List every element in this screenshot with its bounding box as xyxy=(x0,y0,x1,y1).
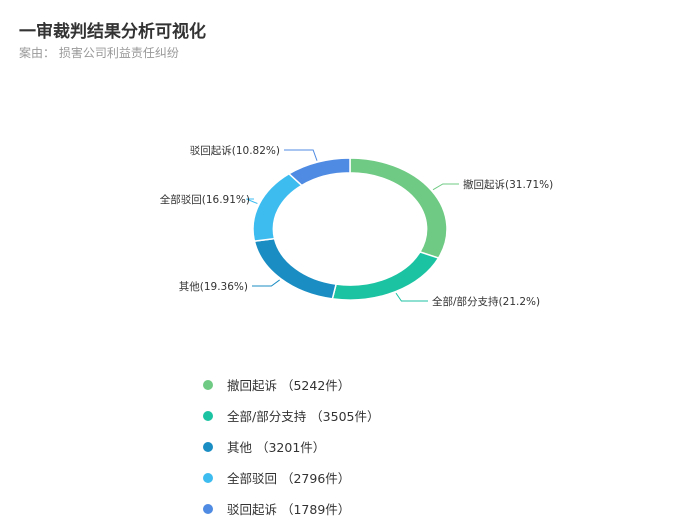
legend-dot-icon xyxy=(203,472,213,483)
legend-item[interactable]: 全部驳回 （2796件） xyxy=(203,462,380,493)
case-cause: 案由： 损害公司利益责任纠纷 xyxy=(19,46,179,60)
legend-item[interactable]: 其他 （3201件） xyxy=(203,431,380,462)
page-title: 一审裁判结果分析可视化 xyxy=(19,22,206,42)
legend-label: 撤回起诉 （5242件） xyxy=(227,378,351,393)
legend-label: 全部驳回 （2796件） xyxy=(227,471,351,486)
legend-item[interactable]: 全部/部分支持 （3505件） xyxy=(203,400,380,431)
legend: 撤回起诉 （5242件） 全部/部分支持 （3505件） 其他 （3201件） 全部驳… xyxy=(203,369,380,524)
legend-label: 驳回起诉 （1789件） xyxy=(227,502,351,517)
donut-slice[interactable] xyxy=(252,172,304,242)
legend-dot-icon xyxy=(203,410,213,421)
legend-label: 全部/部分支持 （3505件） xyxy=(227,409,380,424)
leader-line xyxy=(395,292,428,302)
leader-line xyxy=(252,279,280,287)
legend-dot-icon xyxy=(203,441,213,452)
donut-slice[interactable] xyxy=(253,237,338,300)
slice-label: 撤回起诉(31.71%) xyxy=(463,178,553,191)
slice-label: 全部驳回(16.91%) xyxy=(160,193,250,206)
slice-label: 驳回起诉(10.82%) xyxy=(190,144,280,157)
legend-label: 其他 （3201件） xyxy=(227,440,326,455)
legend-dot-icon xyxy=(203,379,213,390)
leader-line xyxy=(432,183,459,191)
legend-item[interactable]: 撤回起诉 （5242件） xyxy=(203,369,380,400)
slice-label: 全部/部分支持(21.2%) xyxy=(432,295,540,308)
donut-slice[interactable] xyxy=(349,157,448,259)
leader-line xyxy=(246,198,258,204)
legend-item[interactable]: 驳回起诉 （1789件） xyxy=(203,493,380,524)
donut-slice[interactable] xyxy=(331,251,440,301)
donut-slice[interactable] xyxy=(287,157,351,187)
legend-dot-icon xyxy=(203,503,213,514)
slice-label: 其他(19.36%) xyxy=(179,280,248,293)
leader-line xyxy=(284,149,318,161)
